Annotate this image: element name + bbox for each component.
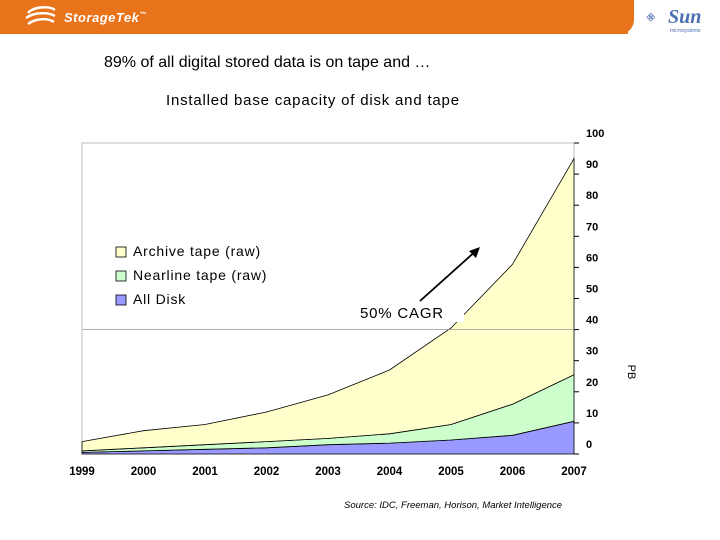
y-axis-label: PB [625, 365, 637, 380]
x-tick-label: 2006 [500, 466, 526, 478]
legend-swatch [115, 294, 127, 306]
partner-name: Sun [668, 6, 702, 28]
cagr-label-bg [358, 302, 464, 322]
y-tick-label: 80 [586, 190, 598, 202]
header-bar [0, 0, 628, 34]
x-tick-label: 2002 [254, 466, 280, 478]
cagr-arrow [419, 248, 479, 302]
header-bar-end [612, 0, 634, 34]
x-tick-label: 2007 [561, 466, 587, 478]
partner-subtitle: microsystems [670, 28, 701, 34]
x-tick-label: 2005 [438, 466, 464, 478]
y-tick-label: 90 [586, 159, 598, 171]
y-tick-label: 60 [586, 252, 598, 264]
legend-label: Archive tape (raw) [133, 243, 261, 259]
x-tick-label: 2001 [192, 466, 218, 478]
x-tick-label: 1999 [69, 466, 95, 478]
area-archive-tape-raw [81, 157, 575, 452]
x-tick-label: 2004 [377, 466, 403, 478]
cagr-arrowhead [469, 247, 480, 258]
brand-name: StorageTek™ [64, 10, 147, 25]
storagetek-logo-icon [25, 6, 56, 26]
y-tick-label: 100 [586, 128, 604, 140]
sun-logo-icon [646, 12, 656, 22]
x-tick-label: 2000 [131, 466, 157, 478]
y-tick-label: 30 [586, 346, 598, 358]
chart-title: Installed base capacity of disk and tape [166, 92, 460, 109]
brand-trademark: ™ [139, 11, 147, 19]
legend-label: All Disk [133, 291, 186, 307]
cagr-annotation: 50% CAGR [360, 305, 444, 322]
legend-swatch [115, 246, 127, 258]
source-note: Source: IDC, Freeman, Horison, Market In… [344, 500, 562, 511]
y-tick-label: 70 [586, 221, 598, 233]
y-tick-label: 50 [586, 284, 598, 296]
y-tick-label: 10 [586, 408, 598, 420]
legend-label: Nearline tape (raw) [133, 267, 267, 283]
slide-title: 89% of all digital stored data is on tap… [104, 54, 431, 71]
x-tick-label: 2003 [315, 466, 341, 478]
y-tick-label: 40 [586, 315, 598, 327]
legend-swatch [115, 270, 127, 282]
y-tick-label: 20 [586, 377, 598, 389]
y-tick-label: 0 [586, 439, 592, 451]
